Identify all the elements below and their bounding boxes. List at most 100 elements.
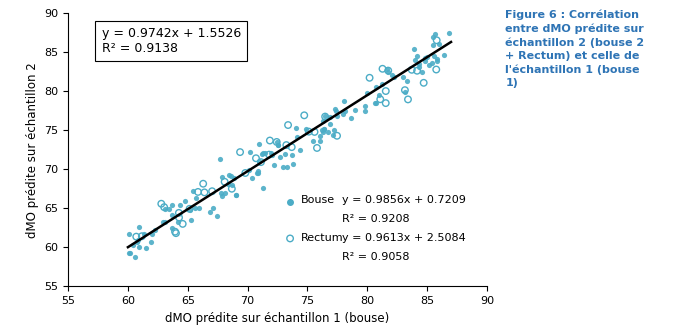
Point <box>411 68 422 73</box>
Point <box>428 42 439 47</box>
Point <box>185 208 195 213</box>
Point <box>374 92 385 98</box>
Point <box>370 100 381 106</box>
Point <box>278 164 289 169</box>
Point <box>428 53 439 59</box>
Point <box>223 173 234 178</box>
Point <box>215 156 225 161</box>
Text: y = 0.9856x + 0.7209: y = 0.9856x + 0.7209 <box>343 195 466 205</box>
Point <box>288 162 299 167</box>
Point <box>389 74 400 79</box>
Point <box>272 143 283 148</box>
Point <box>432 58 443 63</box>
Point <box>134 224 145 229</box>
Point <box>150 228 161 233</box>
Point <box>159 219 170 224</box>
Point <box>166 202 177 208</box>
Point <box>427 61 438 66</box>
Point <box>188 188 199 193</box>
Point <box>223 181 234 186</box>
Point <box>319 114 330 119</box>
Point <box>320 114 331 119</box>
Point <box>253 169 264 174</box>
Text: y = 0.9742x + 1.5526
R² = 0.9138: y = 0.9742x + 1.5526 R² = 0.9138 <box>101 27 241 55</box>
Point <box>421 54 432 59</box>
Point <box>225 174 236 179</box>
Point <box>123 251 134 256</box>
Point <box>381 66 392 71</box>
Point <box>383 68 394 73</box>
Point <box>160 207 171 212</box>
Point <box>332 114 343 119</box>
Point <box>359 103 370 108</box>
Point <box>180 198 191 203</box>
Point <box>217 174 227 180</box>
Point <box>309 129 320 135</box>
Point <box>138 231 149 237</box>
Point <box>370 100 381 105</box>
Point <box>283 122 294 128</box>
Point <box>339 109 350 114</box>
Point <box>337 111 348 116</box>
Text: R² = 0.9058: R² = 0.9058 <box>343 252 410 262</box>
Point <box>386 73 397 78</box>
Point <box>318 118 329 124</box>
Point <box>360 109 370 114</box>
Point <box>166 213 177 218</box>
Point <box>413 64 424 69</box>
Point <box>216 190 227 196</box>
Point <box>243 168 254 173</box>
Point <box>145 240 156 245</box>
Point <box>434 41 445 46</box>
Point <box>253 170 264 175</box>
Point <box>330 109 341 114</box>
Point <box>174 215 185 220</box>
Point <box>323 129 334 135</box>
Point <box>307 138 318 143</box>
Point <box>208 205 219 210</box>
Point <box>315 138 326 143</box>
Point <box>411 53 422 59</box>
Point <box>409 57 420 62</box>
Point <box>159 205 170 210</box>
Point <box>131 234 142 239</box>
Point <box>431 67 442 72</box>
Point <box>286 152 297 157</box>
Point <box>402 97 413 102</box>
Point <box>304 129 315 134</box>
Point <box>258 185 269 190</box>
Point <box>272 139 283 144</box>
Point <box>281 142 291 148</box>
Point <box>380 100 391 106</box>
Point <box>235 149 246 155</box>
Point <box>226 186 237 191</box>
Point <box>291 134 302 139</box>
Point <box>259 150 270 155</box>
Point <box>174 210 185 215</box>
Point <box>418 80 429 86</box>
Point <box>345 116 356 121</box>
Point <box>197 181 208 186</box>
Point <box>299 113 310 118</box>
Point <box>382 70 393 75</box>
Point <box>167 225 178 230</box>
Point <box>190 205 201 211</box>
Point <box>133 244 144 250</box>
Point <box>268 163 279 168</box>
Point <box>264 138 275 143</box>
Point <box>193 189 204 194</box>
Point <box>125 251 136 256</box>
Point <box>330 107 340 112</box>
Point <box>194 206 205 211</box>
Point <box>328 132 339 138</box>
Point <box>216 193 227 198</box>
Point <box>146 232 157 237</box>
Point <box>191 195 202 200</box>
Point <box>240 170 251 176</box>
Point <box>257 152 268 157</box>
Point <box>266 153 277 158</box>
Point <box>123 231 134 237</box>
Point <box>255 160 266 165</box>
Point <box>231 192 242 198</box>
Point <box>253 159 264 164</box>
